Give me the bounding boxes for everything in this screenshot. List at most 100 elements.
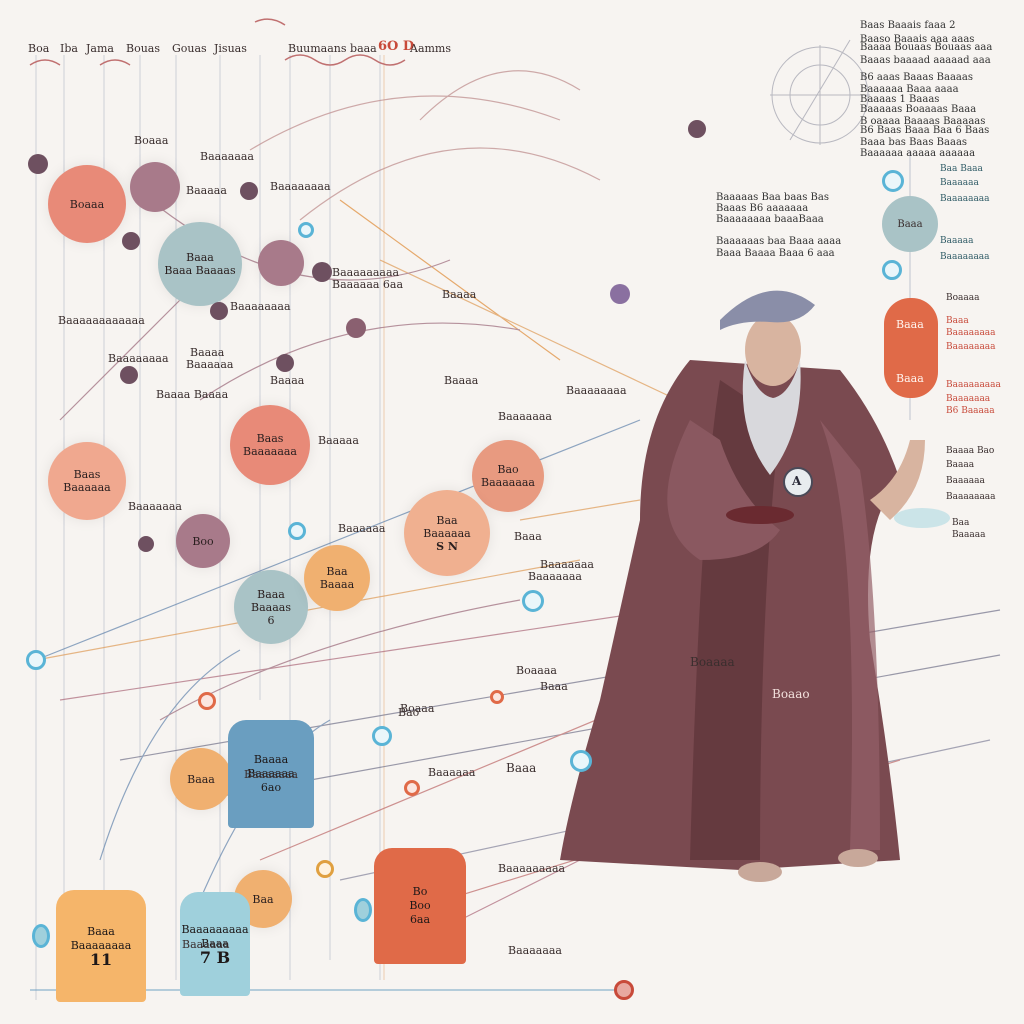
ring-dot — [522, 590, 544, 612]
list-item: Baas Baaais faaa 2 — [860, 20, 955, 32]
block-number: 11 — [90, 953, 112, 967]
legend-line: B6 Baaaaa — [946, 406, 995, 417]
legend-line: Baaaaa — [952, 530, 985, 541]
node-7: Baaa Baaaas 6 — [234, 570, 308, 644]
pill-bottom-label: Baaa — [896, 372, 924, 385]
red-ring-dot — [614, 980, 634, 1000]
legend-line: Baaaaaaaa — [940, 194, 990, 205]
red-ring-dot — [316, 860, 334, 878]
annotation-label: Baaaa Baaaa — [156, 388, 228, 401]
figure-label-2: Boaao — [772, 688, 810, 701]
list-item: Baaaaaa aaaaa aaaaaa — [860, 148, 975, 160]
ring-dot — [354, 898, 372, 922]
plum-dot — [610, 284, 630, 304]
block-2: Baaa Baaaaaaaa 11 — [56, 890, 146, 1002]
lower-label-d: Bao — [398, 706, 419, 719]
annotation-label: Boaaaa — [516, 664, 557, 677]
header-label-1: Boa — [28, 42, 49, 55]
node-label: S N — [436, 540, 458, 553]
red-ring-dot — [404, 780, 420, 796]
block-label: Baaaaaaaaa — [181, 923, 248, 937]
plum-dot — [688, 120, 706, 138]
node-6: Boo — [176, 514, 230, 568]
annotation-label: Baaaaaaaa — [270, 180, 331, 193]
header-label-2: Iba — [60, 42, 78, 55]
header-label-6: Jisuas — [214, 42, 247, 55]
header-label-3: Jama — [86, 42, 114, 55]
pill-mid-label: Boaaaa — [946, 292, 980, 305]
node-label: Baaaaaaa — [481, 476, 535, 489]
annotation-label: Boaaa — [134, 134, 168, 147]
figure-label-1: Boaaaa — [690, 656, 735, 669]
block-label: Baaaa — [254, 753, 288, 767]
legend-line: Baaa — [946, 316, 969, 327]
block-label: 6aa — [410, 913, 430, 927]
pill-top-label: Baaa — [896, 318, 924, 331]
text-line: Baaaaaas baa Baaa aaaa — [716, 236, 841, 248]
node-10: Baa Baaaaaa S N — [404, 490, 490, 576]
block-label: Bo — [413, 885, 428, 899]
plum-dot — [122, 232, 140, 250]
glass-dish — [894, 508, 950, 528]
annotation-label: Baaaa — [270, 374, 304, 387]
annotation-label: Baaaaaa — [338, 522, 385, 535]
node-label: Baa — [252, 893, 273, 906]
node-11: Baaa — [170, 748, 232, 810]
legend-line: Baaaaaaaaa — [946, 380, 1001, 391]
node-label: Baaa — [187, 773, 215, 786]
node-9: Bao Baaaaaaa — [472, 440, 544, 512]
list-item: Baaas baaaad aaaaad aaa — [860, 55, 991, 67]
annotation-label: Baaaaaaa — [128, 500, 182, 513]
node-2: Baaa Baaa Baaaas — [158, 222, 242, 306]
legend-line: Baaaa Bao — [946, 446, 994, 457]
header-label-7: Buumaans baaa — [288, 42, 377, 55]
node-label: Baas — [257, 432, 284, 445]
ring-dot — [372, 726, 392, 746]
red-ring-dot — [490, 690, 504, 704]
node-3 — [130, 162, 180, 212]
ring-dot — [570, 750, 592, 772]
red-ring-dot — [198, 692, 216, 710]
annotation-label: Baaaaaa 6aa — [332, 278, 403, 291]
annotation-label: Baaaaaaaa — [230, 300, 291, 313]
node-label: 6 — [268, 614, 275, 627]
right-foot — [838, 849, 878, 867]
node-label: Baaaaaaa — [243, 445, 297, 458]
header-label-4: Bouas — [126, 42, 160, 55]
legend-line: Baaaaaaaa — [946, 342, 996, 353]
annotation-label: Baaaaaa — [428, 766, 475, 779]
text-line: Baaa Baaaa Baaa 6 aaa — [716, 248, 835, 260]
node-label: Baaa — [186, 251, 214, 264]
lower-label-b: Baaaaaa — [182, 938, 229, 951]
ring-dot — [882, 260, 902, 280]
node-label: Baaaaaa — [63, 481, 110, 494]
annotation-label: Baaaaaaa — [498, 410, 552, 423]
compass-sketch — [770, 40, 870, 145]
ring-dot — [288, 522, 306, 540]
node-label: Boaaa — [70, 198, 104, 211]
annotation-label: Baaaaa — [318, 434, 359, 447]
node-8: Baa Baaaa — [304, 545, 370, 611]
plum-dot — [312, 262, 332, 282]
legend-line: Baa — [952, 518, 969, 529]
node-label: Boo — [192, 535, 213, 548]
orb-letter: A — [792, 475, 801, 488]
header-label-8: 6O D — [378, 40, 414, 53]
node-label: Baa — [326, 565, 347, 578]
header-label-5: Gouas — [172, 42, 207, 55]
plum-dot — [210, 302, 228, 320]
plum-dot — [28, 154, 48, 174]
annotation-label: Baaaaaaa — [200, 150, 254, 163]
lower-label-f: Baaaaaaa — [528, 570, 582, 583]
annotation-label: Baaaa — [442, 288, 476, 301]
node-13 — [258, 240, 304, 286]
node-label: Bao — [497, 463, 518, 476]
node-label: Baaa — [257, 588, 285, 601]
block-4: Bo Boo 6aa — [374, 848, 466, 964]
annotation-label: Baaa — [514, 530, 542, 543]
annotation-label: Baaaaaaaa — [108, 352, 169, 365]
left-foot — [738, 862, 782, 882]
node-4: Baas Baaaaaaa — [230, 405, 310, 485]
blue-pill: Baaa — [882, 196, 938, 252]
node-label: Baaa Baaaas — [164, 264, 235, 277]
